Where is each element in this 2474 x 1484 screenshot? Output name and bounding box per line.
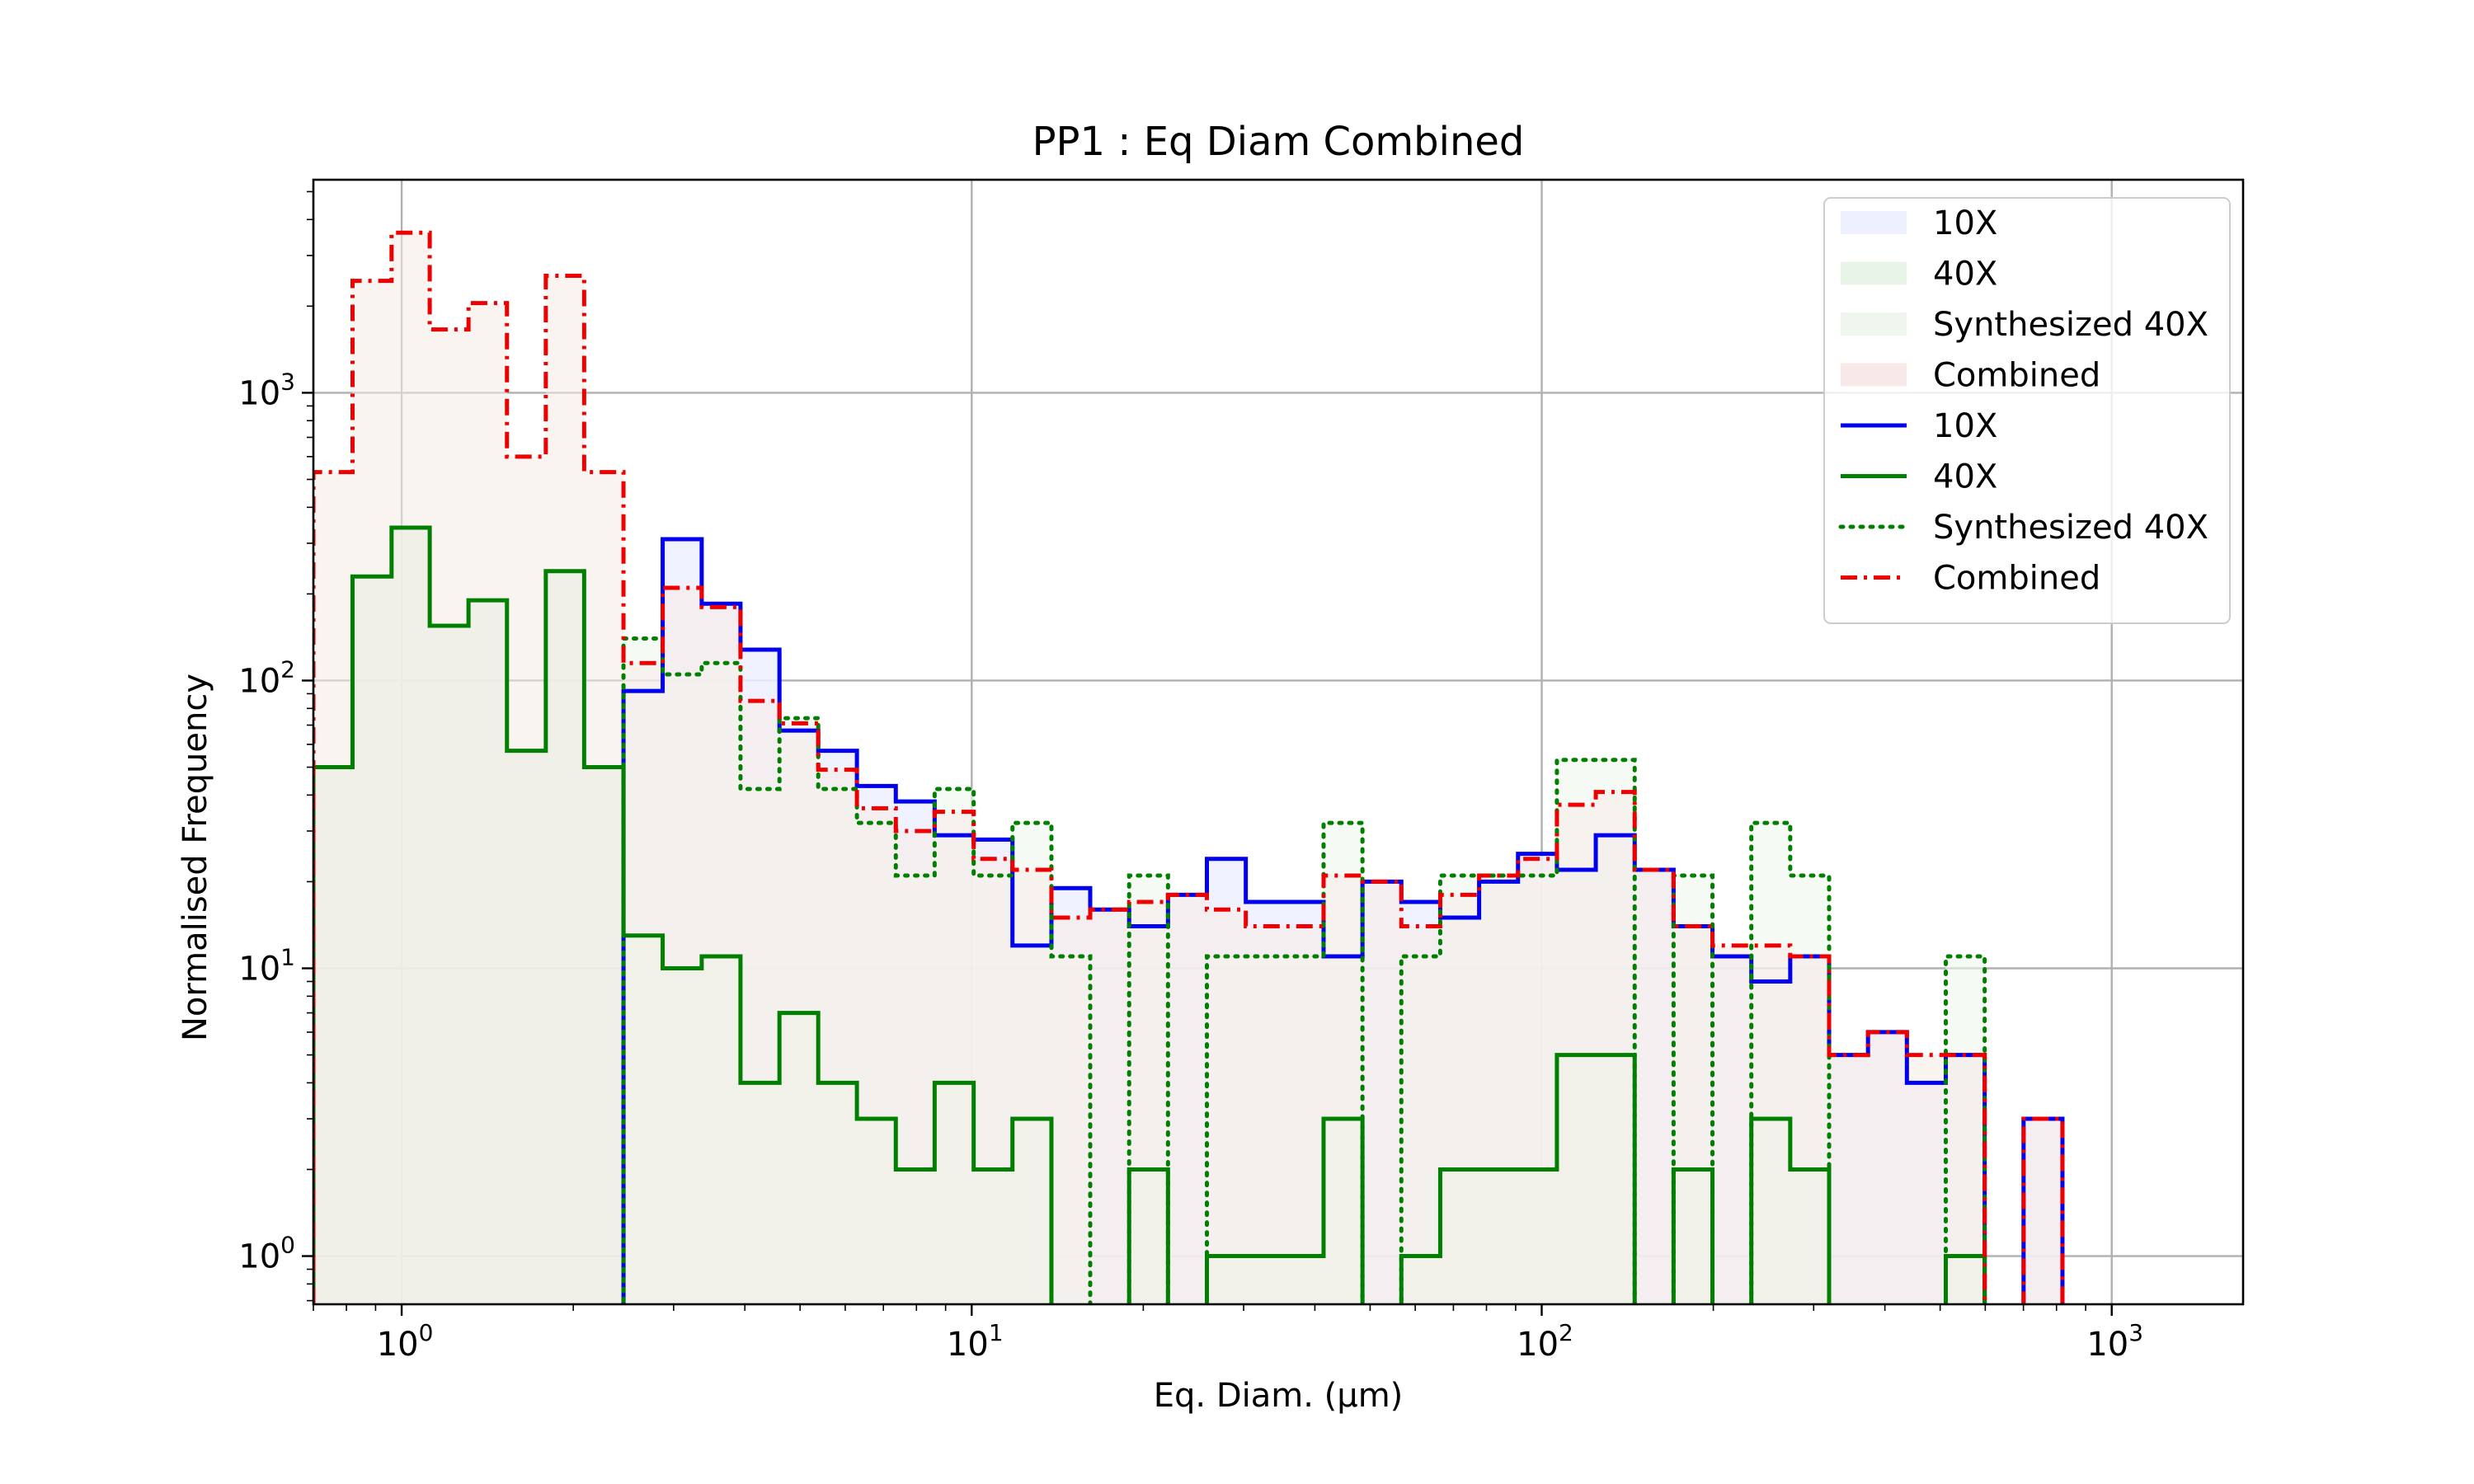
legend-swatch-patch bbox=[1841, 261, 1907, 285]
y-tick-label: 102 bbox=[238, 655, 295, 700]
y-tick-label-base: 10 bbox=[238, 1238, 280, 1276]
legend: 10X 40X Synthesized 40X Combined 10X 40X Synth… bbox=[1823, 197, 2231, 624]
histogram-lines bbox=[313, 230, 2065, 1304]
legend-label: Combined bbox=[1933, 560, 2100, 598]
x-tick-label-exponent: 3 bbox=[2128, 1319, 2143, 1346]
y-axis-label: Normalised Frequency bbox=[176, 674, 214, 1041]
x-tick-label-base: 10 bbox=[377, 1326, 419, 1364]
x-tick-label: 100 bbox=[377, 1319, 434, 1364]
legend-label: 40X bbox=[1933, 458, 1997, 496]
legend-label: Synthesized 40X bbox=[1933, 306, 2208, 344]
x-axis-label: Eq. Diam. (µm) bbox=[1154, 1377, 1404, 1415]
y-tick-label-exponent: 1 bbox=[280, 943, 295, 970]
legend-swatch-patch bbox=[1841, 312, 1907, 336]
plot-frame bbox=[312, 178, 2245, 1306]
y-tick-label-exponent: 0 bbox=[280, 1232, 295, 1259]
legend-label: 10X bbox=[1933, 407, 1997, 445]
step-line-combined bbox=[313, 230, 2065, 1304]
legend-label: Combined bbox=[1933, 357, 2100, 395]
legend-label: 40X bbox=[1933, 256, 1997, 294]
bar-fill-combined bbox=[313, 232, 2062, 1304]
legend-swatch-patch bbox=[1841, 363, 1907, 387]
x-tick-label-base: 10 bbox=[2086, 1326, 2128, 1364]
histogram-fills bbox=[313, 232, 2062, 1304]
x-tick-label-exponent: 2 bbox=[1559, 1319, 1573, 1346]
x-tick-label: 102 bbox=[1517, 1319, 1573, 1364]
y-tick-label: 101 bbox=[238, 943, 295, 988]
y-tick-label-base: 10 bbox=[238, 662, 280, 700]
y-tick-label-base: 10 bbox=[238, 374, 280, 412]
legend-box bbox=[1823, 197, 2231, 624]
x-tick-label: 101 bbox=[947, 1319, 1004, 1364]
x-tick-label-exponent: 0 bbox=[419, 1319, 434, 1346]
chart-title: PP1 : Eq Diam Combined bbox=[1032, 119, 1525, 165]
y-tick-label-exponent: 3 bbox=[280, 368, 295, 395]
legend-label: 10X bbox=[1933, 204, 1997, 242]
legend-swatch-patch bbox=[1841, 211, 1907, 234]
y-tick-label-exponent: 2 bbox=[280, 655, 295, 683]
x-tick-label-exponent: 1 bbox=[989, 1319, 1004, 1346]
legend-label: Synthesized 40X bbox=[1933, 509, 2208, 547]
y-tick-label-base: 10 bbox=[238, 950, 280, 988]
x-tick-label-base: 10 bbox=[947, 1326, 989, 1364]
y-tick-label: 103 bbox=[238, 368, 295, 412]
y-tick-label: 100 bbox=[238, 1232, 295, 1276]
x-tick-label: 103 bbox=[2086, 1319, 2143, 1364]
x-tick-label-base: 10 bbox=[1517, 1326, 1559, 1364]
step-line-synthesized-40x bbox=[621, 636, 1987, 1304]
